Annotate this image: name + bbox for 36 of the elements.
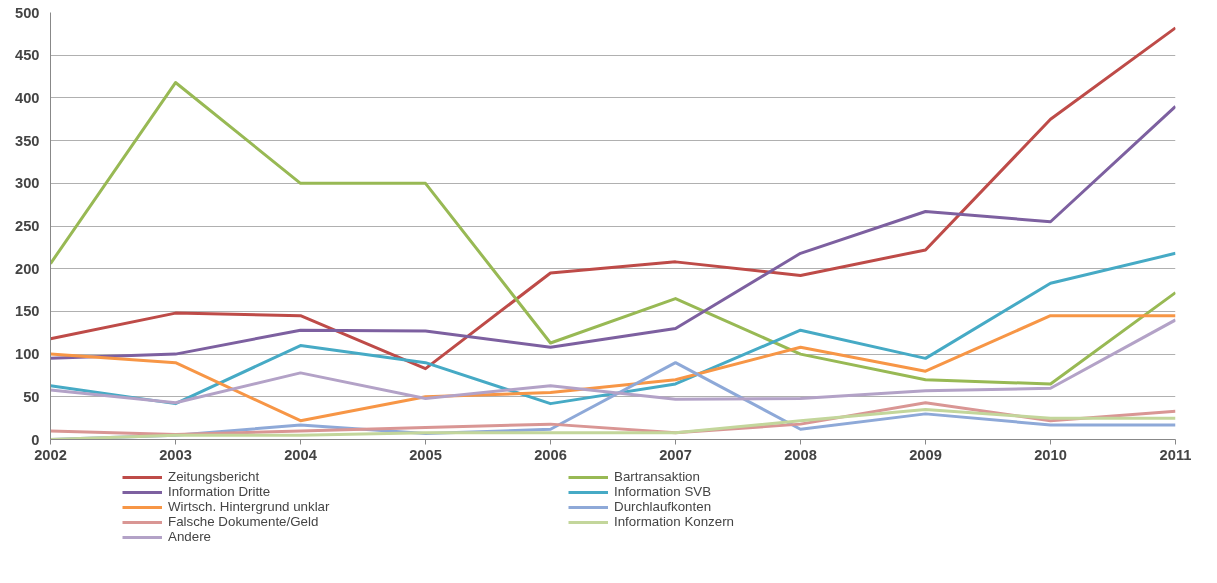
y-tick-label: 500 xyxy=(15,4,40,21)
y-tick-label: 50 xyxy=(23,388,40,405)
y-tick-label: 150 xyxy=(15,303,40,320)
x-tick-label: 2005 xyxy=(409,446,442,463)
x-tick-label: 2009 xyxy=(909,446,942,463)
line-series xyxy=(50,318,1176,405)
y-tick-label: 350 xyxy=(15,132,40,149)
x-tick-label: 2006 xyxy=(534,446,567,463)
x-tick-label: 2010 xyxy=(1034,446,1067,463)
y-tick-label: 400 xyxy=(15,89,40,106)
x-tick-label: 2003 xyxy=(159,446,192,463)
line-series xyxy=(50,104,1176,360)
y-tick-label: 200 xyxy=(15,260,40,277)
legend-label: Information Konzern xyxy=(614,514,736,529)
legend-label: Information SVB xyxy=(614,484,713,499)
legend-label: Durchlaufkonten xyxy=(614,499,713,514)
x-tick-label: 2007 xyxy=(659,446,692,463)
line-series xyxy=(50,251,1176,406)
y-tick-label: 0 xyxy=(31,431,40,448)
line-series xyxy=(50,314,1176,423)
legend-label: Falsche Dokumente/Geld xyxy=(168,514,320,529)
x-tick-label: 2011 xyxy=(1159,446,1192,463)
line-series xyxy=(50,26,1176,371)
y-tick-label: 100 xyxy=(15,346,40,363)
legend-label: Andere xyxy=(168,529,212,544)
x-tick-label: 2008 xyxy=(784,446,817,463)
line-series xyxy=(50,81,1176,386)
legend-label: Zeitungsbericht xyxy=(168,469,261,484)
y-tick-label: 450 xyxy=(15,47,40,64)
legend-label: Bartransaktion xyxy=(614,469,701,484)
legend-label: Wirtsch. Hintergrund unklar xyxy=(168,499,331,514)
legend-label: Information Dritte xyxy=(168,484,272,499)
x-tick-label: 2004 xyxy=(284,446,318,463)
x-tick-label: 2002 xyxy=(34,446,67,463)
y-tick-label: 300 xyxy=(15,175,40,192)
y-tick-label: 250 xyxy=(15,218,40,234)
